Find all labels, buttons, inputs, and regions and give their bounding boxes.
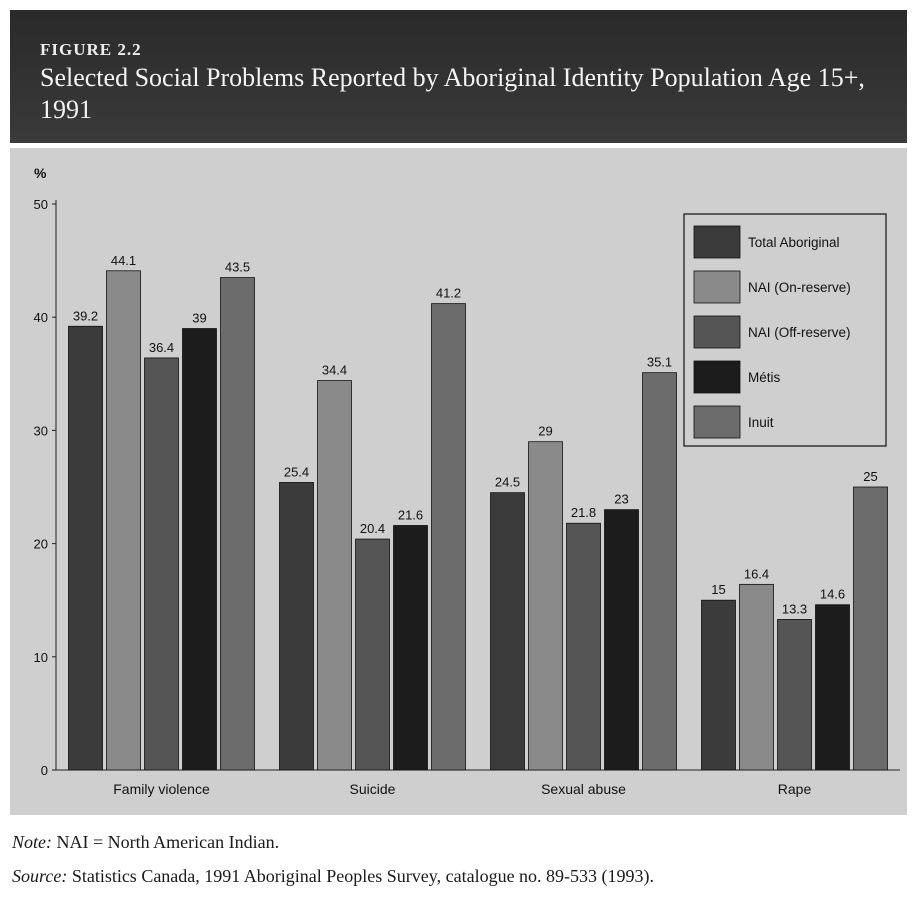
data-label: 44.1 [111, 253, 136, 268]
note: Note: NAI = North American Indian. [12, 832, 279, 853]
category-label: Family violence [113, 781, 210, 797]
legend-swatch [693, 225, 741, 259]
data-label: 29 [538, 424, 552, 439]
note-text: NAI = North American Indian. [52, 832, 280, 852]
bar [777, 619, 812, 771]
bar-chart: % 0 10 20 30 40 50 39.2 44.1 36.4 39 43.5 Family vio… [34, 165, 900, 797]
data-label: 36.4 [149, 340, 174, 355]
data-label: 20.4 [360, 521, 385, 536]
figure-label: FIGURE 2.2 [40, 40, 142, 59]
y-tick-label: 0 [41, 763, 48, 778]
y-tick-label: 50 [34, 197, 48, 212]
bar [853, 486, 888, 771]
data-label: 21.6 [398, 507, 423, 522]
bar [182, 328, 217, 771]
y-tick-label: 10 [34, 650, 48, 665]
bar [604, 509, 639, 771]
legend-label: Total Aboriginal [748, 235, 840, 250]
chart-panel: % 0 10 20 30 40 50 39.2 44.1 36.4 39 43.5 Family vio… [10, 148, 907, 815]
bar [815, 604, 850, 771]
data-label: 14.6 [820, 587, 845, 602]
bar [739, 583, 774, 771]
bar [566, 522, 601, 771]
bar [355, 538, 390, 771]
legend-swatch [693, 360, 741, 394]
legend-label: NAI (On-reserve) [748, 280, 851, 295]
data-label: 39.2 [73, 308, 98, 323]
data-label: 21.8 [571, 505, 596, 520]
legend-label: Inuit [748, 415, 774, 430]
figure-header: FIGURE 2.2 Selected Social Problems Repo… [10, 10, 907, 143]
source-label: Source: [12, 866, 68, 886]
category-label: Rape [778, 781, 812, 797]
category-label: Suicide [350, 781, 396, 797]
category-label: Sexual abuse [541, 781, 626, 797]
data-label: 25 [863, 469, 877, 484]
legend-label: Métis [748, 370, 781, 385]
bar [279, 482, 314, 771]
bar [220, 277, 255, 771]
note-label: Note: [12, 832, 52, 852]
data-label: 16.4 [744, 566, 769, 581]
data-label: 43.5 [225, 260, 250, 275]
source-text: Statistics Canada, 1991 Aboriginal Peopl… [67, 866, 655, 886]
data-label: 34.4 [322, 363, 347, 378]
legend-swatch [693, 270, 741, 304]
bar [393, 525, 428, 771]
data-label: 15 [711, 582, 725, 597]
data-label: 13.3 [782, 601, 807, 616]
y-tick-label: 30 [34, 423, 48, 438]
legend-swatch [693, 405, 741, 439]
bar [528, 441, 563, 771]
bar [317, 380, 352, 771]
bar [68, 325, 103, 771]
data-label: 25.4 [284, 464, 309, 479]
bar [144, 357, 179, 771]
chart-title: Selected Social Problems Reported by Abo… [40, 63, 865, 124]
bar [106, 270, 141, 771]
bar [490, 492, 525, 771]
y-tick-label: 40 [34, 310, 48, 325]
data-label: 39 [192, 311, 206, 326]
data-label: 41.2 [436, 286, 461, 301]
y-axis-label: % [34, 165, 47, 181]
legend-swatch [693, 315, 741, 349]
legend-label: NAI (Off-reserve) [748, 325, 851, 340]
y-tick-label: 20 [34, 537, 48, 552]
bar [701, 599, 736, 771]
data-label: 35.1 [647, 355, 672, 370]
bar [431, 303, 466, 771]
bar [642, 372, 677, 771]
data-label: 23 [614, 492, 628, 507]
source: Source: Statistics Canada, 1991 Aborigin… [12, 866, 654, 887]
data-label: 24.5 [495, 475, 520, 490]
